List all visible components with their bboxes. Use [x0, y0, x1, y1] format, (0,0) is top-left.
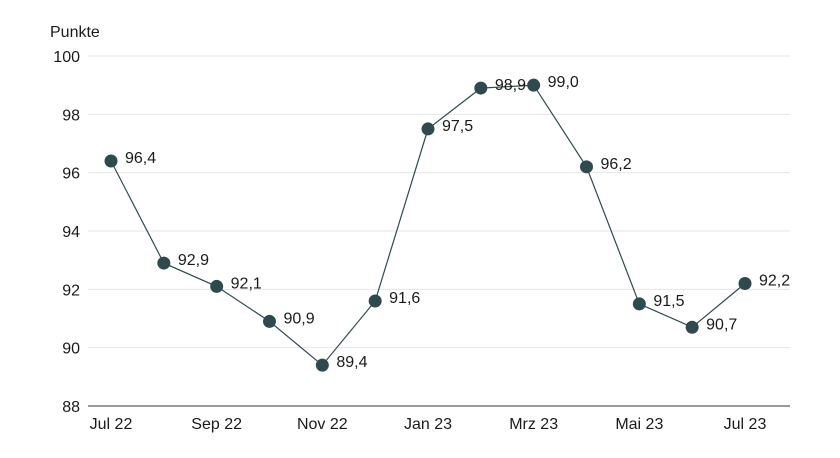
data-label: 89,4 — [336, 354, 367, 371]
y-tick-labels: 100 98 96 94 92 90 88 — [53, 49, 80, 416]
data-point — [580, 160, 593, 174]
data-point — [157, 256, 171, 270]
y-tick-label: 90 — [62, 341, 80, 358]
data-label: 90,9 — [284, 310, 315, 327]
x-tick-label: Mai 23 — [615, 416, 663, 433]
grid-lines — [88, 55, 790, 407]
data-point — [527, 78, 541, 92]
data-label: 92,1 — [231, 275, 262, 292]
data-point — [738, 277, 752, 290]
data-label: 97,5 — [442, 118, 473, 135]
y-tick-label: 88 — [62, 399, 80, 416]
y-tick-label: 100 — [53, 49, 80, 66]
data-label: 92,2 — [759, 273, 790, 290]
y-tick-label: 96 — [62, 166, 80, 183]
data-label: 92,9 — [178, 252, 209, 269]
x-tick-label: Sep 22 — [191, 416, 242, 433]
y-tick-label: 92 — [62, 282, 80, 299]
data-label: 91,6 — [389, 290, 420, 307]
data-point — [315, 358, 329, 372]
data-label: 96,4 — [125, 150, 156, 167]
data-label: 98,9 — [495, 77, 526, 94]
data-point — [421, 122, 435, 136]
data-point — [263, 314, 276, 328]
data-label: 99,0 — [548, 74, 579, 91]
data-point — [474, 81, 488, 95]
x-tick-label: Mrz 23 — [509, 416, 558, 433]
data-label: 91,5 — [653, 293, 684, 310]
data-point — [632, 297, 646, 311]
data-points — [104, 78, 752, 372]
x-tick-label: Jul 22 — [90, 416, 133, 433]
data-label: 90,7 — [706, 316, 737, 333]
y-axis-title: Punkte — [50, 24, 100, 41]
data-point — [685, 320, 699, 334]
x-tick-label: Nov 22 — [297, 416, 348, 433]
x-tick-labels: Jul 22 Sep 22 Nov 22 Jan 23 Mrz 23 Mai 23 Jul … — [90, 416, 767, 433]
data-point — [210, 279, 224, 293]
y-tick-label: 98 — [62, 107, 80, 124]
y-tick-label: 94 — [62, 224, 80, 241]
data-point — [104, 154, 118, 168]
data-label: 96,2 — [601, 156, 632, 173]
x-tick-label: Jan 23 — [404, 416, 452, 433]
data-point — [368, 294, 382, 308]
x-tick-label: Jul 23 — [724, 416, 767, 433]
data-labels: 96,4 92,9 92,1 90,9 89,4 91,6 97,5 98,9 99,0 96,2… — [125, 74, 790, 371]
